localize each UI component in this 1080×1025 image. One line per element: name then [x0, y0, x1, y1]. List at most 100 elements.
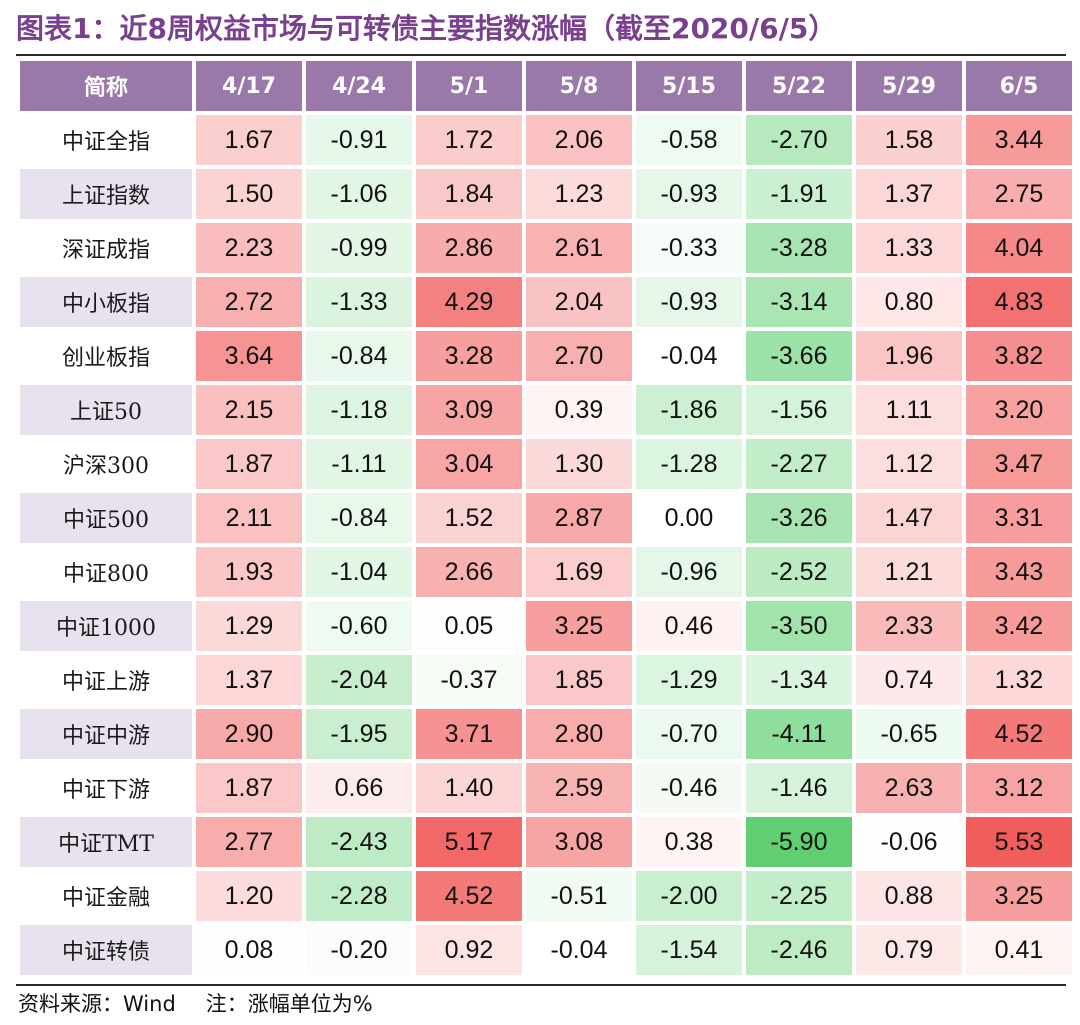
value-cell: 0.05: [416, 601, 522, 651]
value-cell: 2.80: [526, 709, 632, 759]
value-cell: 1.20: [196, 871, 302, 921]
value-cell: 0.46: [636, 601, 742, 651]
value-cell: 2.06: [526, 115, 632, 165]
value-cell: 2.33: [856, 601, 962, 651]
chart-title: 图表1：近8周权益市场与可转债主要指数涨幅（截至2020/6/5）: [16, 12, 837, 45]
table-row: 中证金融 1.20 -2.28 4.52 -0.51 -2.00 -2.25 0.88 3.25: [20, 871, 1072, 921]
row-label: 中证500: [20, 493, 192, 543]
value-cell: 3.20: [966, 385, 1072, 435]
value-cell: 5.53: [966, 817, 1072, 867]
value-cell: 1.87: [196, 763, 302, 813]
value-cell: -5.90: [746, 817, 852, 867]
column-header: 5/22: [746, 61, 852, 111]
row-label: 中证中游: [20, 709, 192, 759]
value-cell: 1.32: [966, 655, 1072, 705]
value-cell: 1.52: [416, 493, 522, 543]
column-header: 5/8: [526, 61, 632, 111]
value-cell: -0.60: [306, 601, 412, 651]
table-row: 深证成指 2.23 -0.99 2.86 2.61 -0.33 -3.28 1.33 4.04: [20, 223, 1072, 273]
value-cell: -2.52: [746, 547, 852, 597]
value-cell: 3.09: [416, 385, 522, 435]
row-label: 中证下游: [20, 763, 192, 813]
table-row: 中小板指 2.72 -1.33 4.29 2.04 -0.93 -3.14 0.80 4.83: [20, 277, 1072, 327]
row-label: 上证指数: [20, 169, 192, 219]
title-divider: [16, 54, 1066, 56]
value-cell: -0.93: [636, 277, 742, 327]
table-row: 中证TMT 2.77 -2.43 5.17 3.08 0.38 -5.90 -0.06 5.53: [20, 817, 1072, 867]
value-cell: -0.65: [856, 709, 962, 759]
value-cell: 2.86: [416, 223, 522, 273]
value-cell: -1.11: [306, 439, 412, 489]
value-cell: 0.39: [526, 385, 632, 435]
value-cell: 1.12: [856, 439, 962, 489]
value-cell: 2.87: [526, 493, 632, 543]
corner-header: 简称: [20, 61, 192, 111]
value-cell: 3.25: [526, 601, 632, 651]
value-cell: 3.47: [966, 439, 1072, 489]
value-cell: 1.50: [196, 169, 302, 219]
value-cell: -2.25: [746, 871, 852, 921]
value-cell: 1.69: [526, 547, 632, 597]
value-cell: -1.46: [746, 763, 852, 813]
value-cell: -0.46: [636, 763, 742, 813]
value-cell: 0.08: [196, 925, 302, 975]
value-cell: 5.17: [416, 817, 522, 867]
unit-note: 注：涨幅单位为%: [205, 992, 373, 1016]
value-cell: 1.37: [856, 169, 962, 219]
value-cell: -0.33: [636, 223, 742, 273]
value-cell: 1.11: [856, 385, 962, 435]
value-cell: -3.66: [746, 331, 852, 381]
row-label: 上证50: [20, 385, 192, 435]
value-cell: 1.47: [856, 493, 962, 543]
value-cell: -0.20: [306, 925, 412, 975]
value-cell: 2.59: [526, 763, 632, 813]
table-row: 中证上游 1.37 -2.04 -0.37 1.85 -1.29 -1.34 0.74 1.32: [20, 655, 1072, 705]
table-row: 上证50 2.15 -1.18 3.09 0.39 -1.86 -1.56 1.11 3.20: [20, 385, 1072, 435]
value-cell: -0.91: [306, 115, 412, 165]
column-header: 4/24: [306, 61, 412, 111]
value-cell: 1.84: [416, 169, 522, 219]
table-row: 中证转债 0.08 -0.20 0.92 -0.04 -1.54 -2.46 0.79 0.41: [20, 925, 1072, 975]
value-cell: -3.28: [746, 223, 852, 273]
value-cell: -1.06: [306, 169, 412, 219]
value-cell: 3.12: [966, 763, 1072, 813]
row-label: 沪深300: [20, 439, 192, 489]
table-row: 中证中游 2.90 -1.95 3.71 2.80 -0.70 -4.11 -0.65 4.52: [20, 709, 1072, 759]
value-cell: -3.14: [746, 277, 852, 327]
value-cell: 1.85: [526, 655, 632, 705]
row-label: 中证金融: [20, 871, 192, 921]
value-cell: -2.46: [746, 925, 852, 975]
column-header: 6/5: [966, 61, 1072, 111]
value-cell: 2.04: [526, 277, 632, 327]
value-cell: 1.96: [856, 331, 962, 381]
value-cell: 1.33: [856, 223, 962, 273]
value-cell: 1.93: [196, 547, 302, 597]
value-cell: 1.58: [856, 115, 962, 165]
value-cell: -3.50: [746, 601, 852, 651]
value-cell: 4.83: [966, 277, 1072, 327]
value-cell: -1.95: [306, 709, 412, 759]
value-cell: 2.15: [196, 385, 302, 435]
value-cell: 3.44: [966, 115, 1072, 165]
value-cell: 2.75: [966, 169, 1072, 219]
value-cell: 2.70: [526, 331, 632, 381]
value-cell: 2.90: [196, 709, 302, 759]
value-cell: -2.27: [746, 439, 852, 489]
value-cell: 0.92: [416, 925, 522, 975]
row-label: 中证上游: [20, 655, 192, 705]
value-cell: 0.80: [856, 277, 962, 327]
value-cell: -3.26: [746, 493, 852, 543]
column-header: 5/1: [416, 61, 522, 111]
row-label: 中证800: [20, 547, 192, 597]
value-cell: 3.31: [966, 493, 1072, 543]
column-header: 4/17: [196, 61, 302, 111]
value-cell: 0.00: [636, 493, 742, 543]
column-header: 5/15: [636, 61, 742, 111]
value-cell: 2.77: [196, 817, 302, 867]
value-cell: 1.37: [196, 655, 302, 705]
value-cell: -1.18: [306, 385, 412, 435]
value-cell: 3.64: [196, 331, 302, 381]
value-cell: 1.67: [196, 115, 302, 165]
value-cell: 4.04: [966, 223, 1072, 273]
value-cell: 3.04: [416, 439, 522, 489]
